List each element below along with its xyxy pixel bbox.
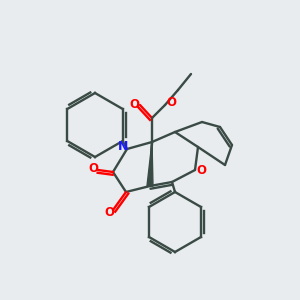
- Text: O: O: [104, 206, 114, 218]
- Text: O: O: [88, 163, 98, 176]
- Text: O: O: [129, 98, 139, 110]
- Text: O: O: [196, 164, 206, 176]
- Text: N: N: [118, 140, 128, 154]
- Text: O: O: [166, 97, 176, 110]
- Polygon shape: [147, 142, 153, 186]
